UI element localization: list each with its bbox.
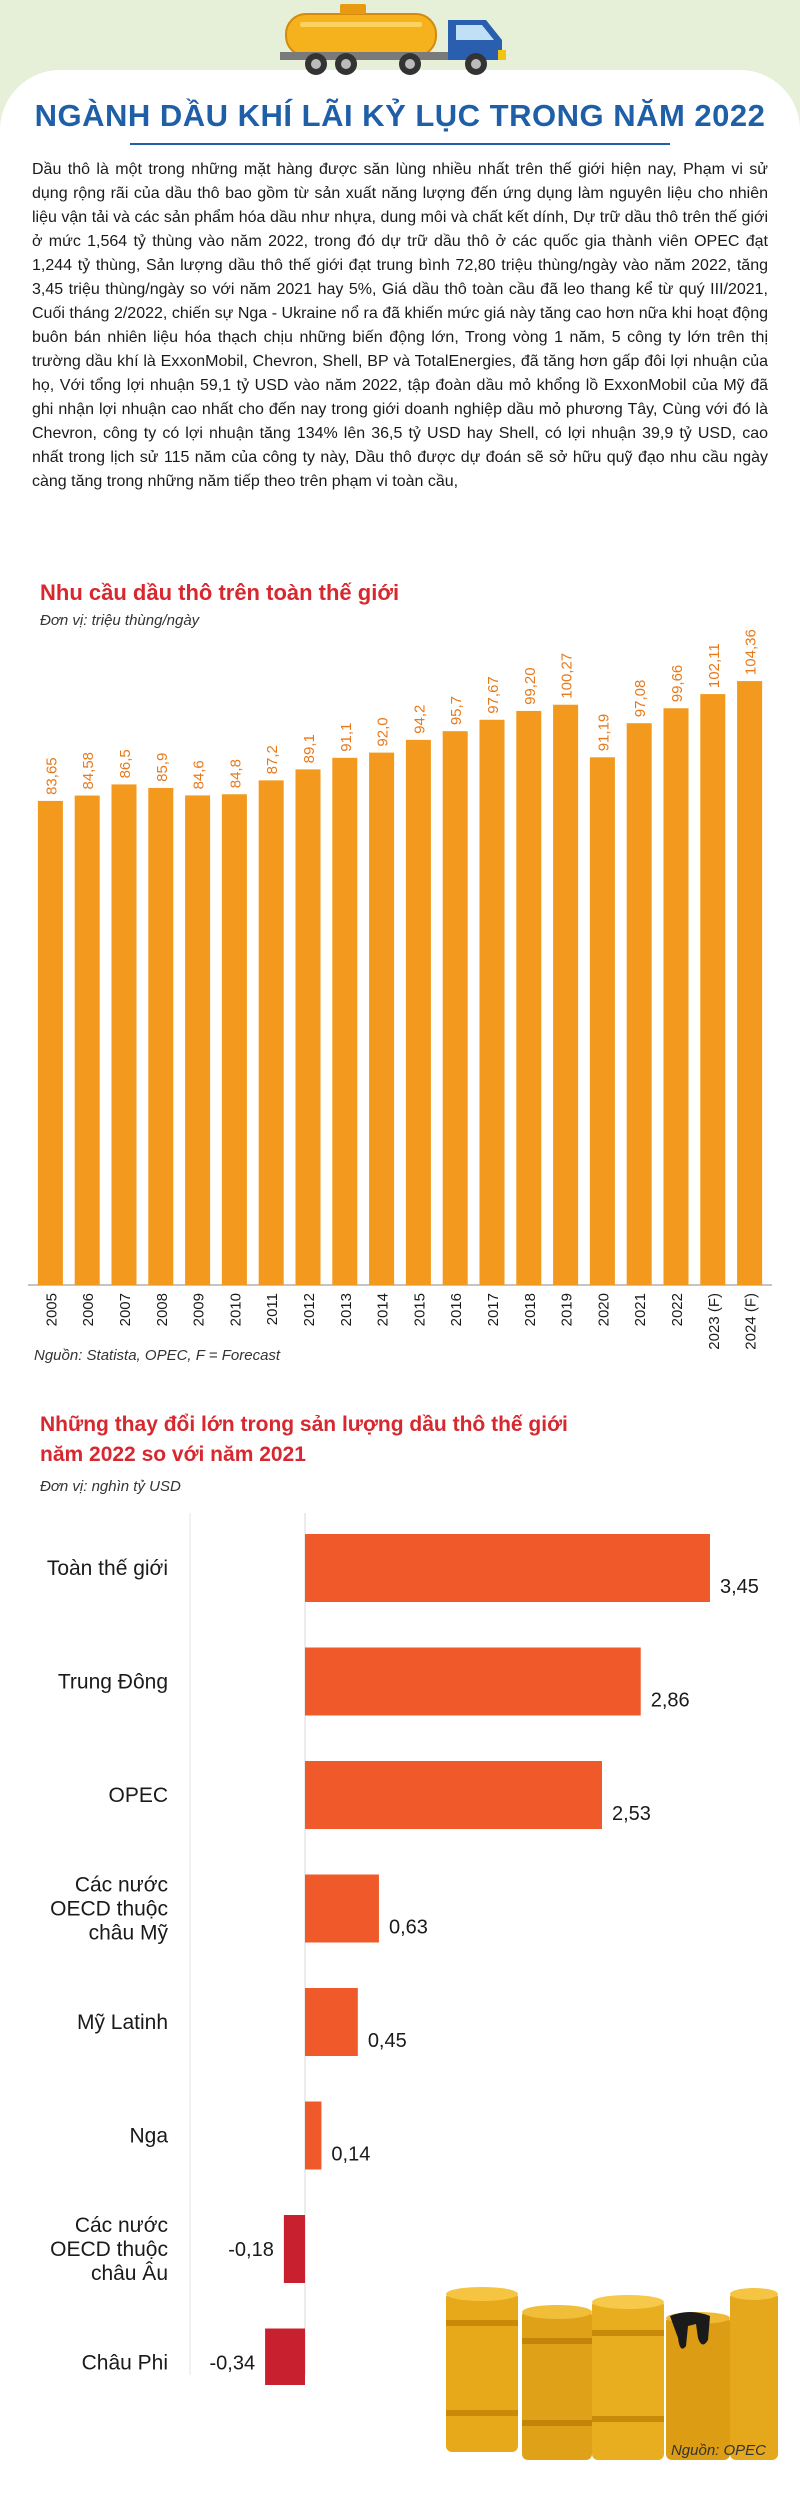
demand-bar-chart: 83,65 2005 84,58 2006 86,5 2007 85,9 2008 84,6 20…: [28, 630, 772, 1350]
year-tick-label: 2018: [522, 1293, 539, 1326]
year-tick-label: 2023 (F): [706, 1293, 723, 1350]
demand-value-label: 100,27: [559, 653, 576, 699]
year-tick-label: 2009: [191, 1293, 208, 1326]
demand-value-label: 85,9: [154, 753, 171, 782]
demand-value-label: 91,1: [338, 723, 355, 752]
demand-value-label: 99,66: [669, 665, 686, 703]
demand-value-label: 104,36: [743, 630, 760, 675]
year-tick-label: 2015: [411, 1293, 428, 1326]
change-bar: [283, 2215, 305, 2283]
demand-value-label: 84,58: [80, 752, 97, 790]
region-label: Nga: [129, 2125, 168, 2148]
demand-bar: [516, 710, 542, 1285]
demand-value-label: 94,2: [411, 705, 428, 734]
region-label: Toàn thế giới: [47, 1557, 168, 1580]
demand-bar: [626, 723, 652, 1285]
year-tick-label: 2006: [80, 1293, 97, 1326]
region-label: Trung Đông: [58, 1671, 168, 1694]
year-tick-label: 2020: [595, 1293, 612, 1326]
demand-chart-source: Nguồn: Statista, OPEC, F = Forecast: [34, 1347, 281, 1364]
demand-value-label: 83,65: [43, 757, 60, 795]
demand-bar: [663, 708, 689, 1285]
intro-paragraph: Dầu thô là một trong những mặt hàng được…: [32, 161, 768, 490]
demand-bar: [405, 739, 431, 1285]
demand-value-label: 97,67: [485, 676, 502, 714]
demand-value-label: 87,2: [264, 745, 281, 774]
change-value-label: 0,14: [331, 2144, 370, 2166]
demand-bar: [185, 795, 211, 1285]
demand-value-label: 91,19: [595, 714, 612, 752]
region-label: OPEC: [108, 1784, 168, 1807]
change-value-label: 0,63: [389, 1917, 428, 1939]
region-label: Mỹ Latinh: [77, 2011, 168, 2034]
demand-bar: [111, 784, 137, 1285]
change-bar: [305, 2101, 322, 2170]
demand-bar: [258, 780, 284, 1285]
region-label: Các nước OECD thuộc châu Mỹ: [50, 1874, 168, 1945]
year-tick-label: 2011: [264, 1293, 281, 1325]
demand-value-label: 102,11: [706, 643, 723, 688]
year-tick-label: 2019: [559, 1293, 576, 1326]
change-chart-unit: Đơn vị: nghìn tỷ USD: [40, 1478, 181, 1495]
region-label: Châu Phi: [82, 2352, 168, 2375]
change-bar: [265, 2328, 305, 2385]
demand-chart-unit: Đơn vị: triệu thùng/ngày: [40, 612, 200, 629]
demand-value-label: 95,7: [448, 696, 465, 725]
year-tick-label: 2021: [632, 1293, 649, 1326]
demand-bar: [442, 731, 468, 1285]
demand-value-label: 86,5: [117, 749, 134, 778]
demand-bar: [148, 787, 174, 1285]
change-chart-title: Những thay đổi lớn trong sản lượng dầu t…: [40, 1413, 568, 1466]
demand-value-label: 89,1: [301, 734, 318, 763]
demand-chart-title: Nhu cầu dầu thô trên toàn thế giới: [40, 580, 400, 605]
region-label: Các nước OECD thuộc châu Âu: [50, 2214, 168, 2285]
change-bar: [305, 1988, 358, 2056]
demand-bar: [74, 795, 100, 1285]
demand-value-label: 99,20: [522, 667, 539, 705]
change-bar: [305, 1534, 710, 1602]
year-tick-label: 2007: [117, 1293, 134, 1326]
change-value-label: -0,18: [228, 2239, 274, 2261]
change-value-label: 3,45: [720, 1576, 759, 1598]
demand-value-label: 84,8: [227, 759, 244, 788]
change-bar: [305, 1874, 379, 1943]
demand-bar: [553, 704, 579, 1285]
demand-value-label: 84,6: [191, 760, 208, 789]
change-value-label: -0,34: [209, 2353, 255, 2375]
demand-bar: [479, 719, 505, 1285]
change-value-label: 2,86: [651, 1690, 690, 1712]
headline-divider: [130, 143, 670, 145]
demand-value-label: 92,0: [375, 717, 392, 746]
year-tick-label: 2016: [448, 1293, 465, 1326]
change-value-label: 2,53: [612, 1803, 651, 1825]
year-tick-label: 2008: [154, 1293, 171, 1326]
change-value-label: 0,45: [368, 2030, 407, 2052]
year-tick-label: 2013: [338, 1293, 355, 1326]
year-tick-label: 2010: [227, 1293, 244, 1326]
year-tick-label: 2012: [301, 1293, 318, 1326]
year-tick-label: 2014: [375, 1293, 392, 1326]
change-bar: [305, 1761, 602, 1829]
year-tick-label: 2005: [43, 1293, 60, 1326]
demand-bar: [700, 694, 726, 1285]
demand-bar: [332, 757, 358, 1285]
change-chart-source: Nguồn: OPEC: [670, 2442, 766, 2459]
year-tick-label: 2024 (F): [743, 1293, 760, 1350]
demand-bar: [295, 769, 321, 1285]
oil-barrels-illustration: [446, 2287, 778, 2460]
demand-bar: [737, 681, 763, 1285]
year-tick-label: 2017: [485, 1293, 502, 1326]
year-tick-label: 2022: [669, 1293, 686, 1326]
demand-bar: [589, 757, 615, 1285]
tanker-truck-icon: [280, 4, 506, 75]
demand-bar: [37, 800, 63, 1285]
change-bar-chart: 3,45 Toàn thế giới 2,86 Trung Đông 2,53 OPEC 0…: [47, 1513, 759, 2385]
change-bar: [305, 1647, 641, 1716]
demand-bar: [221, 794, 247, 1285]
demand-value-label: 97,08: [632, 680, 649, 718]
demand-bar: [369, 752, 395, 1285]
page-headline: NGÀNH DẦU KHÍ LÃI KỶ LỤC TRONG NĂM 2022: [34, 98, 766, 133]
